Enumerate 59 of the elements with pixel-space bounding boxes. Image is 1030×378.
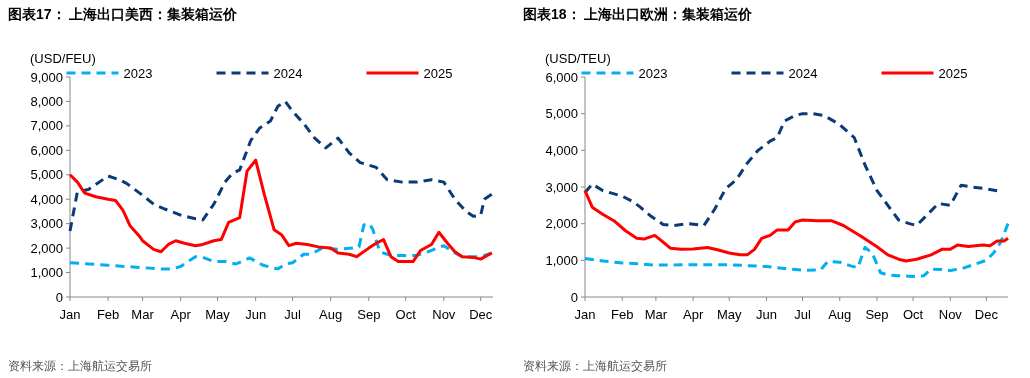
legend-label: 2024	[273, 66, 303, 81]
line-series	[68, 222, 494, 271]
x-tick-label: Sep	[865, 307, 889, 322]
y-tick-label: 9,000	[30, 69, 63, 85]
x-tick-label: Feb	[96, 307, 120, 322]
x-tick-label: Nov	[938, 307, 963, 322]
y-tick-label: 3,000	[30, 216, 63, 232]
text: 资料来源：上海航运交易所	[523, 359, 667, 373]
line-series	[583, 222, 1010, 278]
y-tick-label: 1,000	[30, 265, 63, 281]
y-tick-label: 8,000	[30, 93, 63, 109]
y-tick-label: 4,000	[545, 142, 578, 158]
y-tick-label: 6,000	[30, 142, 63, 158]
y-axis-title: (USD/TEU)	[545, 51, 611, 66]
x-tick-label: Jun	[245, 307, 267, 322]
x-tick-label: Mar	[131, 307, 155, 322]
y-axis-title: (USD/FEU)	[30, 51, 96, 66]
legend-label: 2025	[423, 66, 453, 81]
x-tick-label: Jul	[284, 307, 301, 322]
x-tick-label: Dec	[974, 307, 999, 322]
legend-label: 2023	[123, 66, 153, 81]
x-tick-label: May	[716, 307, 742, 322]
line-series	[68, 99, 494, 233]
y-tick-label: 2,000	[545, 216, 578, 232]
x-tick-label: Feb	[611, 307, 634, 322]
line-series	[68, 158, 494, 264]
x-tick-label: Oct	[395, 307, 417, 322]
line-series	[583, 189, 1010, 263]
y-tick-label: 0	[55, 289, 63, 305]
y-tick-label: 2,000	[30, 240, 63, 256]
x-tick-label: Jun	[755, 307, 777, 322]
legend-label: 2024	[788, 66, 818, 81]
chart-title: 图表18： 上海出口欧洲：集装箱运价	[523, 6, 754, 22]
y-tick-label: 1,000	[545, 252, 578, 268]
y-tick-label: 0	[570, 289, 578, 305]
x-tick-label: May	[205, 307, 231, 322]
x-tick-label: Aug	[319, 307, 343, 322]
line-series	[583, 112, 999, 227]
x-tick-label: Oct	[902, 307, 924, 322]
x-tick-label: Jul	[794, 307, 811, 322]
y-tick-label: 5,000	[545, 106, 578, 122]
x-tick-label: Dec	[469, 307, 493, 322]
legend-label: 2023	[638, 66, 668, 81]
y-tick-label: 7,000	[30, 118, 63, 134]
x-tick-label: Aug	[828, 307, 852, 322]
y-tick-label: 6,000	[545, 69, 578, 85]
legend-label: 2025	[938, 66, 968, 81]
chart-title: 图表17： 上海出口美西：集装箱运价	[8, 6, 239, 22]
x-tick-label: Jan	[59, 307, 81, 322]
y-tick-label: 5,000	[30, 167, 63, 183]
x-tick-label: Mar	[644, 307, 668, 322]
text: 资料来源：上海航运交易所	[8, 359, 152, 373]
x-tick-label: Apr	[683, 307, 704, 322]
x-tick-label: Jan	[574, 307, 596, 322]
x-tick-label: Apr	[170, 307, 192, 322]
y-tick-label: 4,000	[30, 191, 63, 207]
x-tick-label: Sep	[357, 307, 381, 322]
y-tick-label: 3,000	[545, 179, 578, 195]
x-tick-label: Nov	[432, 307, 456, 322]
